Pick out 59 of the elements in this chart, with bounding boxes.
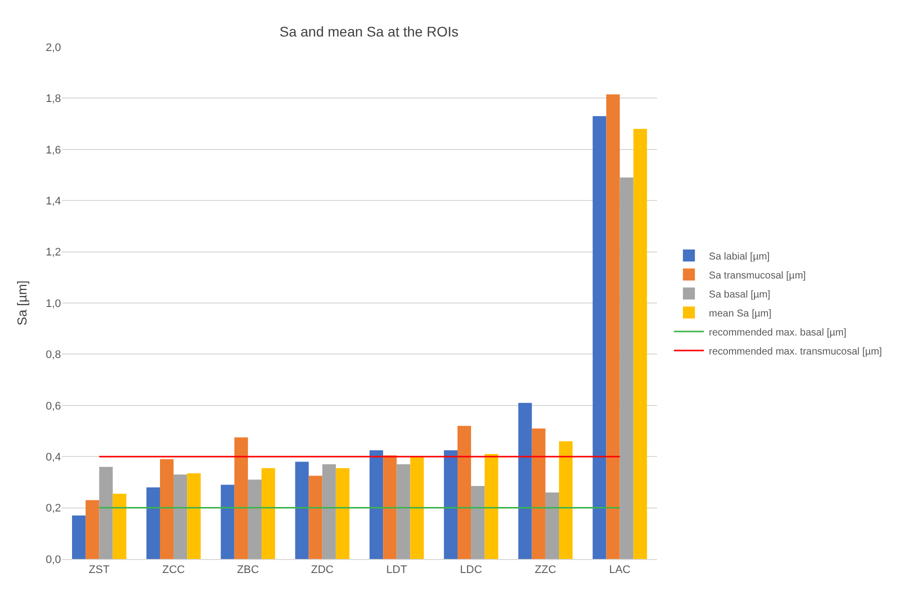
x-tick-label: ZCC — [162, 564, 185, 576]
x-tick-label: ZST — [88, 564, 110, 576]
bar — [322, 464, 336, 559]
legend-label: recommended max. basal [µm] — [708, 327, 847, 338]
bar — [262, 468, 276, 559]
y-tick-label: 1,4 — [46, 195, 61, 208]
y-tick-label: 0,0 — [46, 554, 61, 566]
bar — [606, 94, 620, 559]
y-axis-title: Sa [µm] — [14, 280, 30, 326]
bar — [336, 468, 350, 559]
bar — [72, 515, 86, 559]
y-tick-label: 0,2 — [46, 502, 61, 515]
bar — [370, 450, 384, 559]
bar — [383, 455, 397, 559]
bar — [112, 494, 126, 559]
y-tick-label: 1,2 — [46, 246, 61, 259]
bar — [146, 487, 160, 559]
bar — [187, 473, 201, 559]
y-tick-label: 0,4 — [46, 451, 61, 464]
bar — [559, 441, 573, 559]
bar — [457, 426, 472, 559]
bar — [592, 116, 606, 559]
x-tick-label: LAC — [609, 564, 631, 576]
bar — [99, 466, 113, 559]
bar — [518, 402, 532, 559]
legend-label: Sa basal [µm] — [708, 289, 770, 300]
y-tick-label: 1,6 — [46, 144, 61, 156]
y-tick-label: 1,0 — [46, 298, 61, 310]
bar — [248, 480, 262, 559]
bar — [308, 476, 322, 559]
y-tick-label: 1,8 — [46, 93, 61, 106]
chart-title: Sa and mean Sa at the ROIs — [280, 23, 458, 40]
legend-label: Sa labial [µm] — [708, 251, 770, 262]
bar — [444, 450, 458, 559]
bar — [532, 428, 546, 559]
bar — [484, 454, 498, 559]
y-tick-label: 2,0 — [46, 42, 61, 54]
bar — [160, 459, 174, 559]
bar — [295, 462, 309, 559]
legend-label: mean Sa [µm] — [708, 308, 772, 320]
bar — [545, 492, 560, 559]
x-tick-label: ZDC — [311, 564, 334, 576]
bar — [633, 128, 647, 559]
x-tick-label: ZZC — [534, 564, 556, 576]
bar — [471, 486, 485, 559]
bar — [234, 437, 248, 559]
bar — [174, 474, 188, 559]
legend-label: Sa transmucosal [µm] — [708, 270, 806, 282]
x-tick-label: LDC — [460, 564, 482, 576]
bar — [220, 484, 234, 559]
x-tick-label: LDT — [386, 564, 408, 576]
bar — [410, 456, 424, 559]
bar — [86, 500, 100, 559]
y-tick-label: 0,6 — [46, 400, 61, 412]
bar — [396, 464, 410, 559]
bar — [620, 178, 634, 559]
y-tick-label: 0,8 — [46, 349, 61, 362]
legend-label: recommended max. transmucosal [µm] — [708, 346, 882, 358]
x-tick-label: ZBC — [236, 564, 259, 576]
